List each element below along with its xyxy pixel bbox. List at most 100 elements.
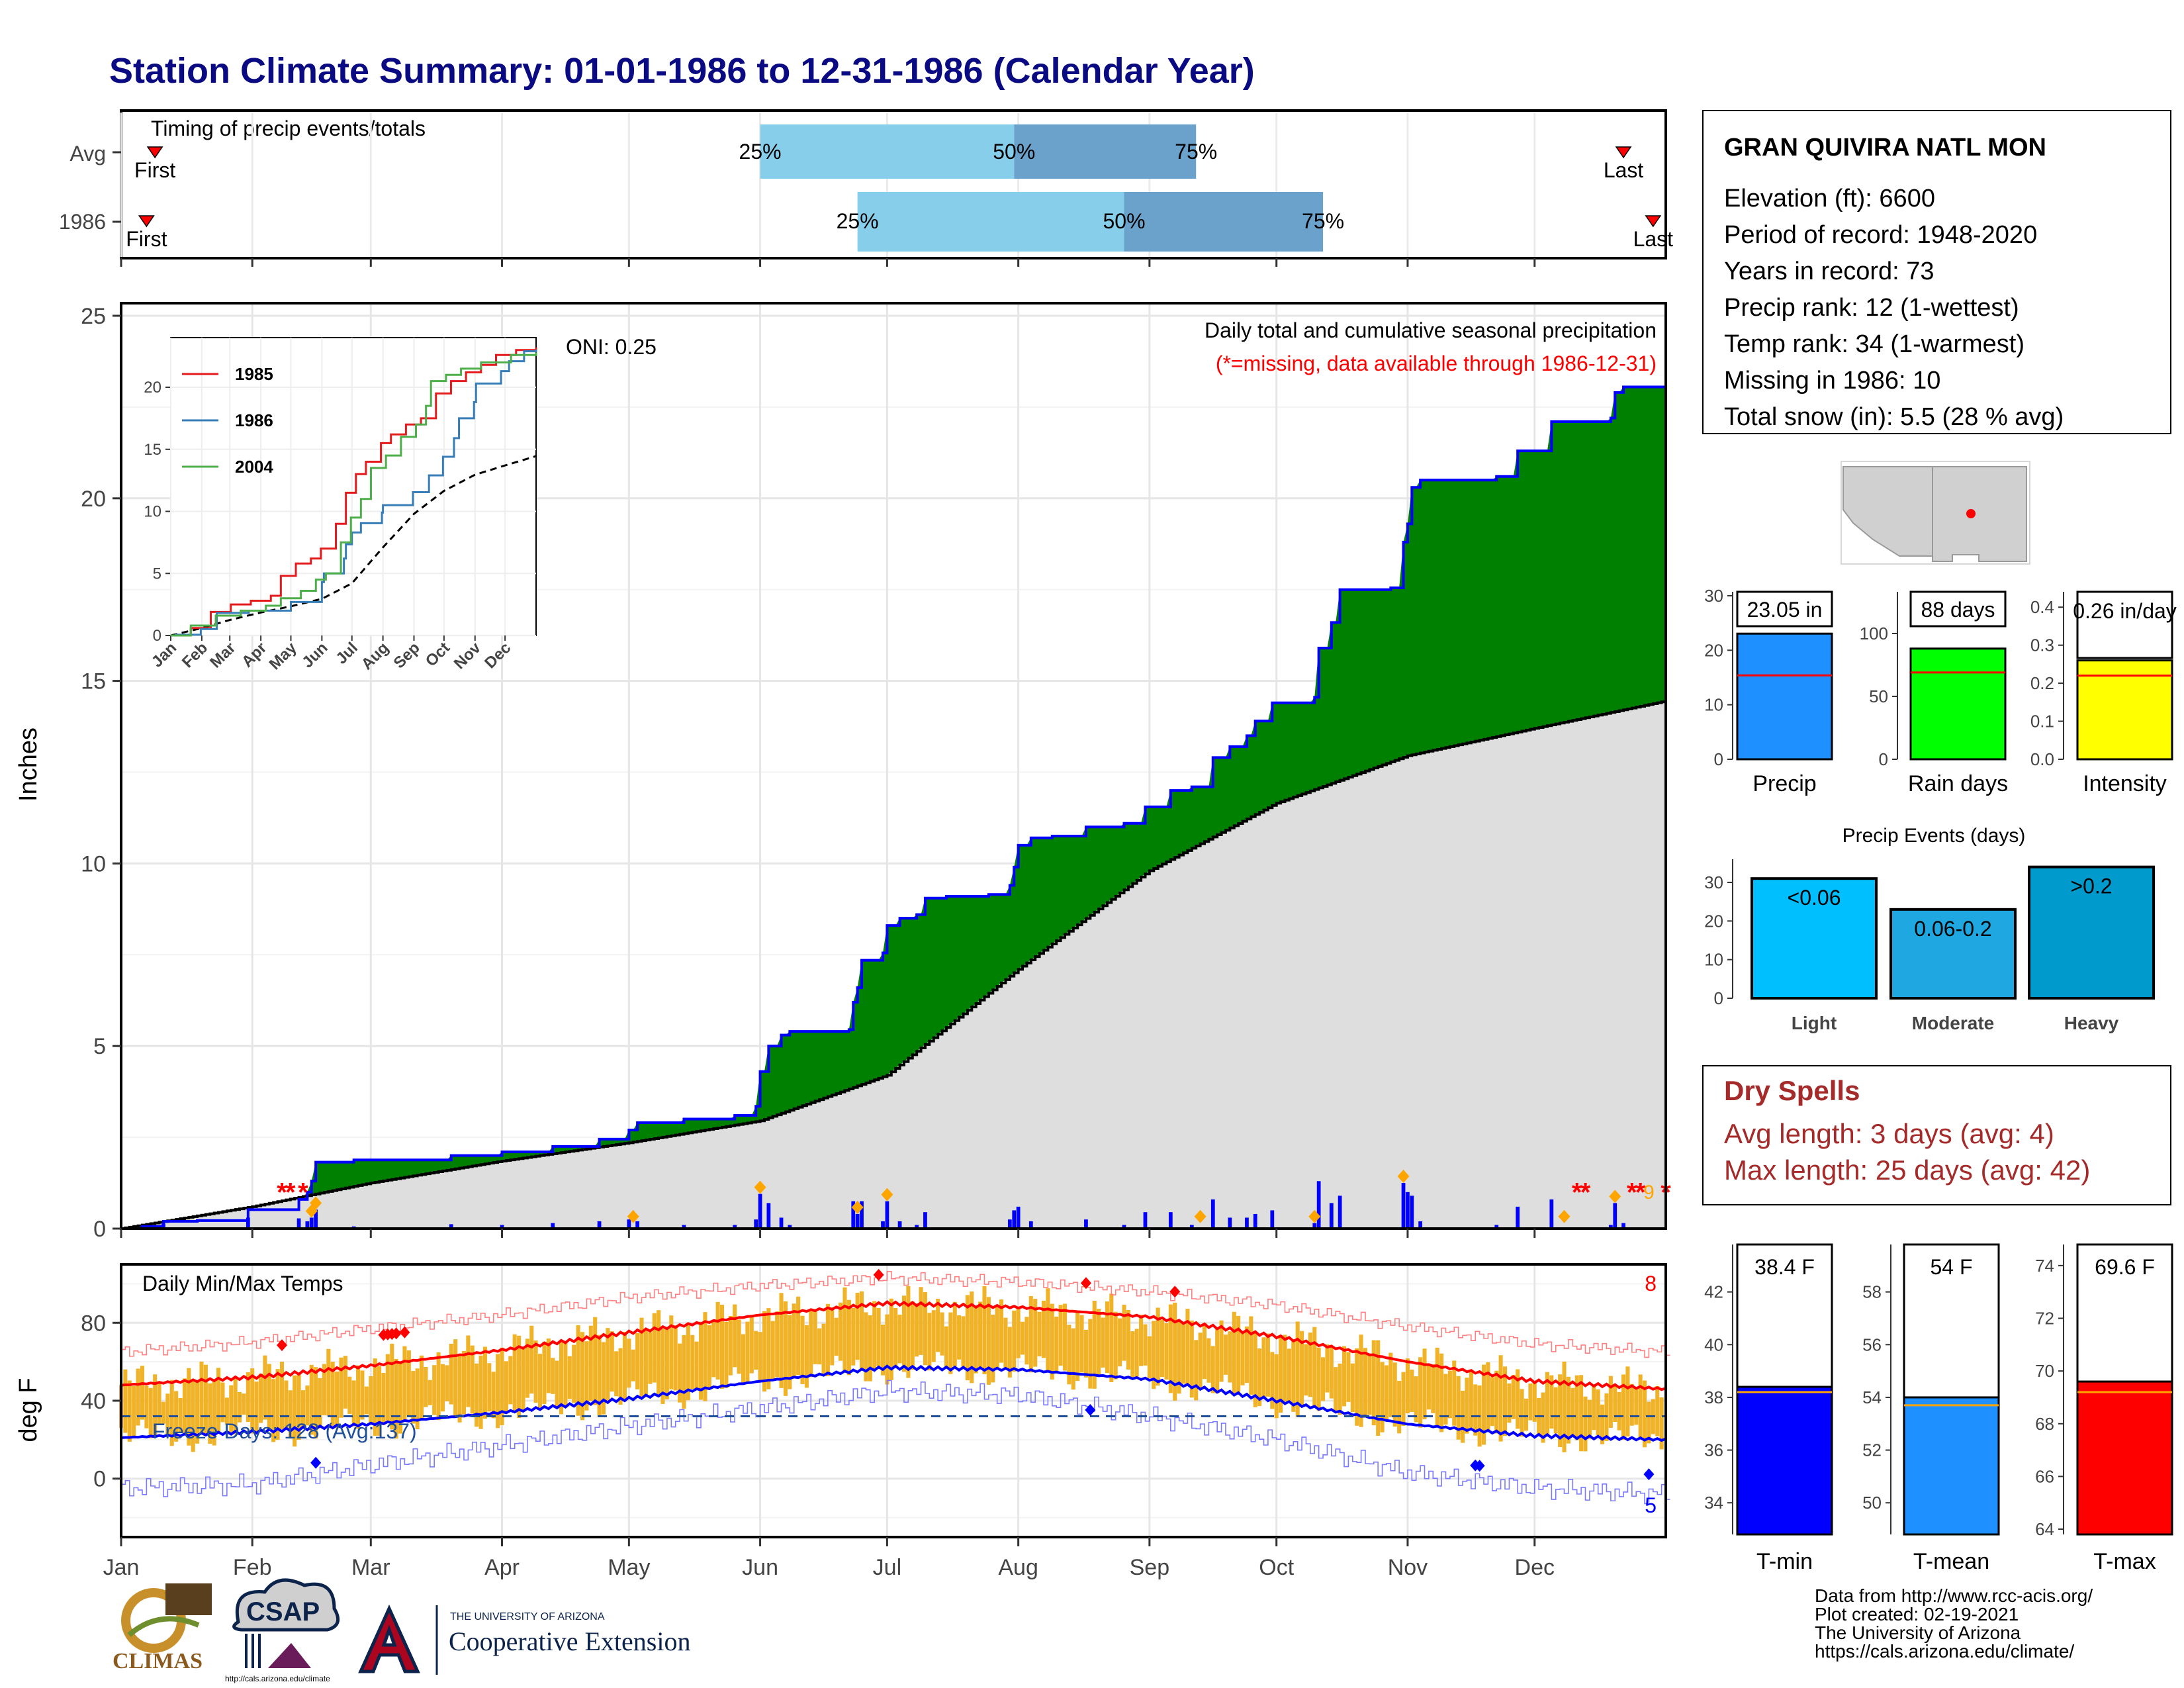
summary-y-tick-label: 20	[1704, 640, 1723, 660]
daily-temp-bar	[686, 1323, 690, 1401]
daily-temp-bar	[1426, 1364, 1431, 1410]
daily-temp-bar	[555, 1360, 559, 1407]
daily-temp-bar	[766, 1308, 771, 1389]
precip-panel-title: Daily total and cumulative seasonal prec…	[1205, 318, 1657, 342]
daily-temp-bar	[428, 1380, 432, 1405]
daily-temp-bar	[1447, 1370, 1452, 1419]
temp-summary-y-tick-label: 52	[1862, 1440, 1882, 1460]
events-category-label: Moderate	[1912, 1013, 1994, 1033]
month-axis-label: Mar	[351, 1555, 390, 1580]
station-location-marker	[1966, 509, 1976, 518]
large-event-marker	[310, 1196, 322, 1210]
daily-precip-bar	[1122, 1225, 1126, 1229]
daily-precip-bar	[1028, 1221, 1033, 1229]
daily-temp-bar	[1113, 1311, 1118, 1380]
daily-temp-bar	[1647, 1401, 1651, 1444]
daily-temp-bar	[978, 1301, 983, 1367]
temp-summary-y-tick-label: 54	[1862, 1387, 1882, 1407]
daily-temp-bar	[1152, 1321, 1156, 1389]
daily-temp-bar	[1291, 1338, 1296, 1412]
daily-temp-bar	[140, 1366, 145, 1420]
summary-value-label: 88 days	[1921, 598, 1995, 622]
daily-precip-bar	[855, 1213, 860, 1229]
daily-precip-bar	[1418, 1221, 1422, 1229]
inset-frame	[170, 337, 537, 636]
daily-temp-bar	[512, 1334, 517, 1411]
timing-q75-label: 75%	[1175, 140, 1217, 164]
daily-temp-bar	[1215, 1327, 1220, 1393]
daily-temp-bar	[1156, 1307, 1160, 1386]
daily-temp-bar	[809, 1311, 813, 1378]
daily-temp-bar	[1380, 1362, 1385, 1432]
station-line: Total snow (in): 5.5 (28 % avg)	[1724, 403, 2064, 431]
precip-summary-charts: 0 10 20 30 23.05 in Precip 0 50 100 88 days Rain d…	[1704, 586, 2177, 796]
station-line: Missing in 1986: 10	[1724, 367, 1940, 395]
daily-temp-bar	[533, 1340, 538, 1403]
daily-temp-bar	[440, 1364, 445, 1412]
daily-temp-bar	[1659, 1397, 1664, 1450]
daily-precip-bar	[1621, 1223, 1625, 1229]
daily-temp-bar	[461, 1350, 466, 1415]
daily-temp-bar	[974, 1307, 978, 1374]
daily-temp-bar	[758, 1332, 762, 1381]
daily-temp-bar	[923, 1292, 927, 1366]
page-title: Station Climate Summary: 01-01-1986 to 1…	[109, 51, 1255, 91]
csap-logo: CSAP http://cals.arizona.edu/climate	[225, 1578, 340, 1683]
inset-x-tick-label: Apr	[238, 639, 270, 671]
daily-temp-bar	[1240, 1333, 1245, 1385]
daily-temp-bar	[195, 1380, 200, 1444]
daily-temp-bar	[931, 1310, 936, 1362]
daily-temp-bar	[1596, 1389, 1600, 1436]
daily-temp-bar	[233, 1377, 238, 1434]
daily-temp-bar	[1494, 1370, 1499, 1434]
daily-precip-bar	[161, 1223, 165, 1229]
daily-temp-bar	[597, 1335, 602, 1415]
daily-temp-bar	[1549, 1375, 1554, 1429]
daily-temp-bar	[220, 1382, 225, 1423]
daily-temp-bar	[999, 1299, 1004, 1363]
daily-precip-bar	[766, 1203, 771, 1229]
daily-temp-bar	[1524, 1398, 1529, 1431]
daily-temp-bar	[1388, 1352, 1393, 1417]
climas-logo-swoosh	[127, 1616, 200, 1638]
record-high-marker	[390, 1327, 402, 1340]
large-event-marker	[851, 1200, 864, 1214]
summary-category-label: Intensity	[2083, 771, 2167, 796]
daily-temp-bar	[1329, 1347, 1334, 1399]
daily-temp-bar	[1168, 1304, 1173, 1393]
intensity-summary-bar	[2076, 659, 2173, 761]
daily-temp-bar	[1359, 1335, 1363, 1427]
climas-logo-block	[165, 1583, 212, 1615]
timing-row-1986-label: 1986	[59, 210, 106, 234]
daily-temp-bar	[673, 1325, 678, 1391]
temp-summary-y-tick-label: 66	[2035, 1466, 2054, 1486]
daily-temp-bar	[1655, 1385, 1660, 1436]
daily-temp-bar	[1481, 1364, 1486, 1445]
summary-y-tick-label: 0.4	[2030, 597, 2054, 617]
daily-temp-bar	[1608, 1376, 1613, 1428]
daily-temp-bar	[703, 1312, 707, 1401]
temperature-panel: deg F Daily Min/Max Temps 8 5 Freeze Day…	[15, 1263, 1670, 1580]
daily-temp-bar	[1012, 1310, 1017, 1372]
daily-temp-bar	[123, 1369, 128, 1433]
daily-temp-bar	[1126, 1309, 1130, 1370]
daily-temp-bar	[300, 1390, 306, 1427]
daily-temp-bar	[1642, 1380, 1647, 1448]
daily-temp-bar	[800, 1315, 805, 1384]
daily-temp-bar	[330, 1362, 335, 1426]
daily-temp-bar	[576, 1325, 580, 1416]
timing-q75-label: 75%	[1302, 209, 1344, 233]
daily-temp-bar	[770, 1321, 775, 1379]
inset-legend-label: 2004	[235, 457, 273, 477]
daily-temp-bar	[335, 1371, 340, 1429]
inset-series-2004-line	[171, 352, 537, 637]
daily-temp-bar	[1143, 1324, 1148, 1366]
daily-temp-bar	[1261, 1337, 1266, 1397]
temp-summary-y-tick-label: 68	[2035, 1414, 2054, 1434]
timing-label: Timing of precip events/totals	[151, 117, 426, 140]
daily-precip-bar	[1406, 1192, 1410, 1229]
daily-temp-bar	[1075, 1311, 1080, 1382]
daily-temp-bar	[876, 1307, 881, 1366]
month-axis-label: Jan	[103, 1555, 140, 1580]
inset-x-tick-label: May	[266, 639, 301, 674]
